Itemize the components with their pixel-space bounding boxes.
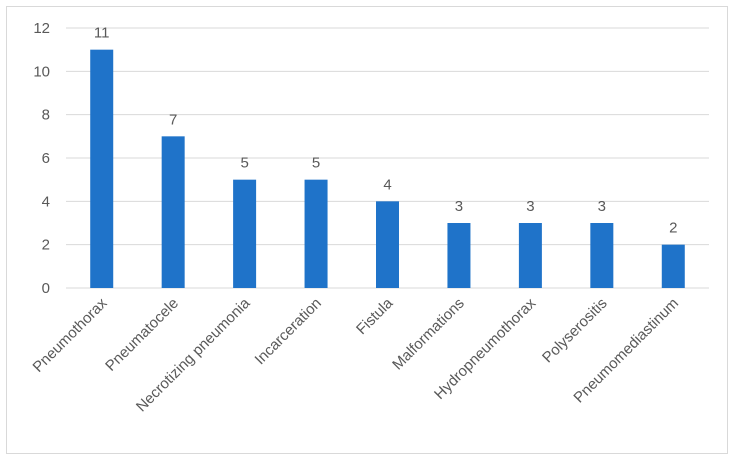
data-label-pneumothorax: 11 [94,25,110,42]
y-tick-label-2: 2 [42,237,50,254]
data-label-pneumatocele: 7 [169,111,177,128]
bars [90,49,685,288]
y-tick-label-10: 10 [33,63,50,80]
bar-fistula [376,201,399,288]
data-label-malformations: 3 [455,198,463,215]
category-label-incarceration: Incarceration [252,295,325,368]
y-tick-label-6: 6 [42,150,50,167]
data-label-hydropneumothorax: 3 [526,198,534,215]
category-label-malformations: Malformations [389,295,468,374]
bar-pneumomediastinum [661,244,685,288]
bar-incarceration [304,179,328,288]
category-label-fistula: Fistula [353,294,397,338]
bar-necrotizing-pneumonia [233,179,257,288]
y-tick-label-8: 8 [42,107,50,124]
bar-hydropneumothorax [518,223,542,288]
category-label-pneumatocele: Pneumatocele [102,295,182,375]
data-label-pneumomediastinum: 2 [669,220,677,237]
bar-polyserositis [590,223,614,288]
y-axis-ticks: 0 2 4 6 8 10 12 [33,20,50,297]
bar-malformations [447,223,471,288]
data-label-incarceration: 5 [312,155,320,172]
y-tick-label-4: 4 [42,193,50,210]
y-tick-label-12: 12 [33,20,50,37]
category-label-pneumothorax: Pneumothorax [30,294,111,375]
category-label-polyserositis: Polyserositis [539,295,611,367]
bar-pneumatocele [161,136,185,288]
data-label-necrotizing-pneumonia: 5 [240,155,248,172]
bar-pneumothorax [90,49,114,288]
y-tick-label-0: 0 [42,280,50,297]
data-label-polyserositis: 3 [598,198,606,215]
data-label-fistula: 4 [383,176,391,193]
data-labels: 11 7 5 5 4 3 3 3 2 [94,25,678,237]
